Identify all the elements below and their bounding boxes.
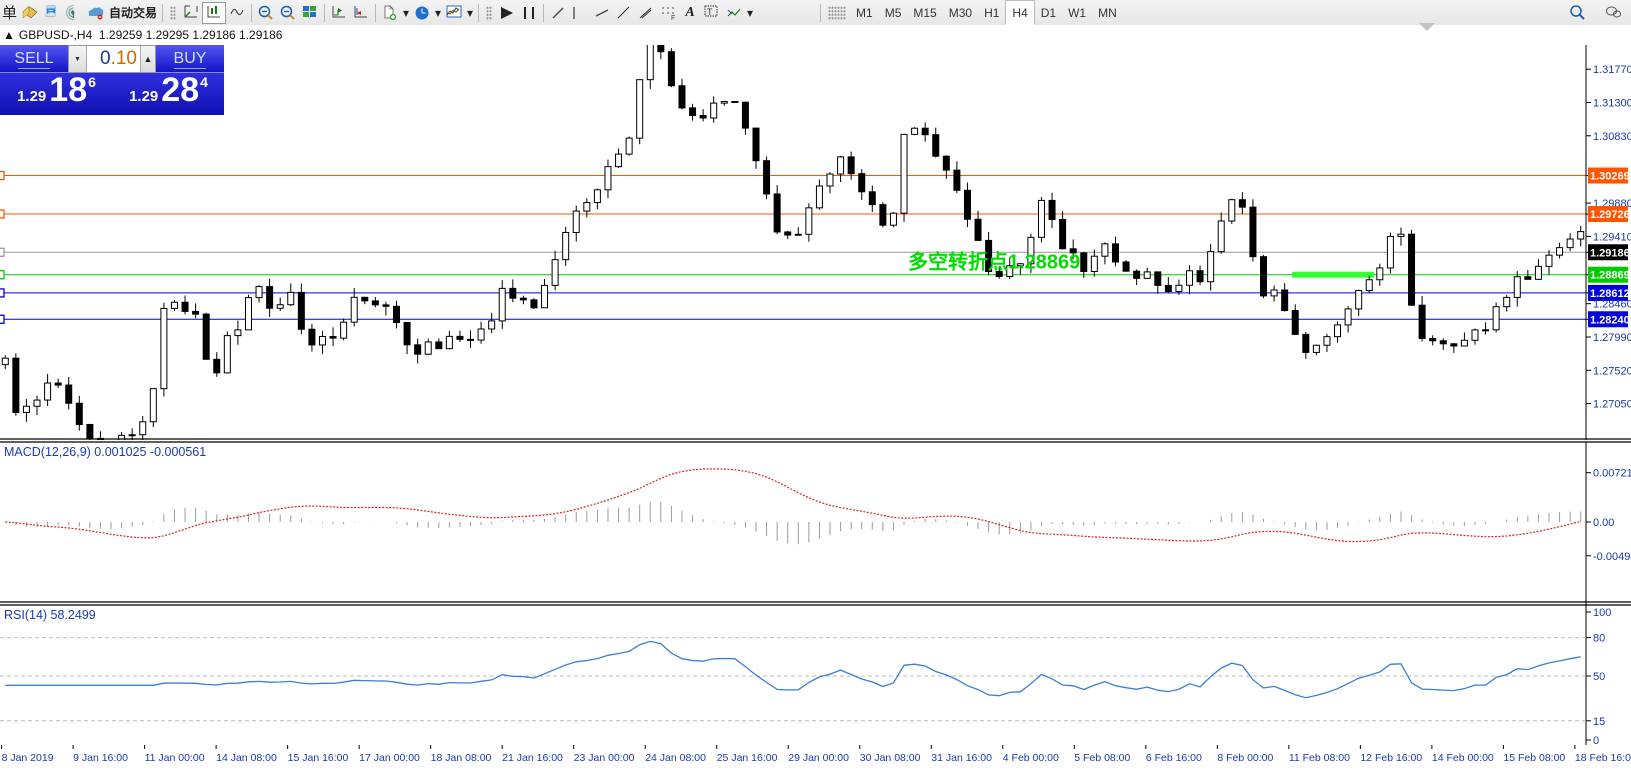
svg-text:100: 100 — [1593, 607, 1611, 619]
svg-text:5 Feb 08:00: 5 Feb 08:00 — [1074, 752, 1130, 764]
svg-text:14 Jan 08:00: 14 Jan 08:00 — [216, 752, 277, 764]
svg-text:11 Jan 00:00: 11 Jan 00:00 — [145, 752, 205, 764]
svg-text:29 Jan 00:00: 29 Jan 00:00 — [788, 752, 849, 764]
svg-text:17 Jan 00:00: 17 Jan 00:00 — [359, 752, 420, 764]
svg-text:1.27520: 1.27520 — [1593, 365, 1631, 377]
svg-text:14 Feb 00:00: 14 Feb 00:00 — [1432, 752, 1494, 764]
svg-text:21 Jan 16:00: 21 Jan 16:00 — [502, 752, 563, 764]
svg-text:8 Jan 2019: 8 Jan 2019 — [2, 752, 54, 764]
svg-text:1.27050: 1.27050 — [1593, 399, 1631, 411]
svg-text:RSI(14) 58.2499: RSI(14) 58.2499 — [4, 608, 96, 622]
svg-text:1.31300: 1.31300 — [1593, 98, 1631, 110]
svg-text:80: 80 — [1593, 633, 1605, 645]
svg-text:15 Feb 08:00: 15 Feb 08:00 — [1503, 752, 1565, 764]
svg-text:1.28240: 1.28240 — [1590, 314, 1630, 326]
svg-text:1.29186: 1.29186 — [1590, 247, 1630, 259]
svg-text:0.00: 0.00 — [1593, 517, 1614, 529]
svg-text:1.31770: 1.31770 — [1593, 64, 1631, 76]
svg-text:15 Jan 16:00: 15 Jan 16:00 — [288, 752, 349, 764]
svg-text:50: 50 — [1593, 671, 1605, 683]
svg-text:23 Jan 00:00: 23 Jan 00:00 — [574, 752, 635, 764]
svg-text:25 Jan 16:00: 25 Jan 16:00 — [717, 752, 778, 764]
svg-text:24 Jan 08:00: 24 Jan 08:00 — [645, 752, 706, 764]
svg-text:30 Jan 08:00: 30 Jan 08:00 — [860, 752, 921, 764]
svg-text:18 Jan 08:00: 18 Jan 08:00 — [431, 752, 492, 764]
svg-text:0: 0 — [1593, 735, 1599, 747]
svg-text:15: 15 — [1593, 716, 1605, 728]
svg-text:11 Feb 08:00: 11 Feb 08:00 — [1289, 752, 1350, 764]
svg-text:T: T — [707, 7, 713, 17]
svg-text:1.27990: 1.27990 — [1593, 332, 1631, 344]
svg-text:1.30830: 1.30830 — [1593, 131, 1631, 143]
svg-text:1.28460: 1.28460 — [1593, 299, 1631, 311]
svg-text:31 Jan 16:00: 31 Jan 16:00 — [931, 752, 992, 764]
svg-text:8 Feb 00:00: 8 Feb 00:00 — [1217, 752, 1273, 764]
svg-text:9 Jan 16:00: 9 Jan 16:00 — [73, 752, 128, 764]
svg-text:1.29410: 1.29410 — [1593, 231, 1631, 243]
svg-text:0.007216: 0.007216 — [1593, 468, 1631, 480]
svg-text:1.28869: 1.28869 — [1590, 270, 1630, 282]
svg-text:4 Feb 00:00: 4 Feb 00:00 — [1003, 752, 1059, 764]
svg-text:多空转折点1.28869: 多空转折点1.28869 — [908, 250, 1080, 274]
svg-text:F: F — [671, 15, 675, 22]
svg-text:1.30269: 1.30269 — [1590, 171, 1630, 183]
svg-text:1.29726: 1.29726 — [1590, 209, 1630, 221]
svg-text:12 Feb 16:00: 12 Feb 16:00 — [1360, 752, 1422, 764]
svg-text:6 Feb 16:00: 6 Feb 16:00 — [1146, 752, 1202, 764]
svg-text:-0.004943: -0.004943 — [1593, 551, 1631, 563]
svg-text:18 Feb 16:00: 18 Feb 16:00 — [1575, 752, 1631, 764]
svg-text:MACD(12,26,9) 0.001025 -0.0005: MACD(12,26,9) 0.001025 -0.000561 — [4, 445, 206, 459]
